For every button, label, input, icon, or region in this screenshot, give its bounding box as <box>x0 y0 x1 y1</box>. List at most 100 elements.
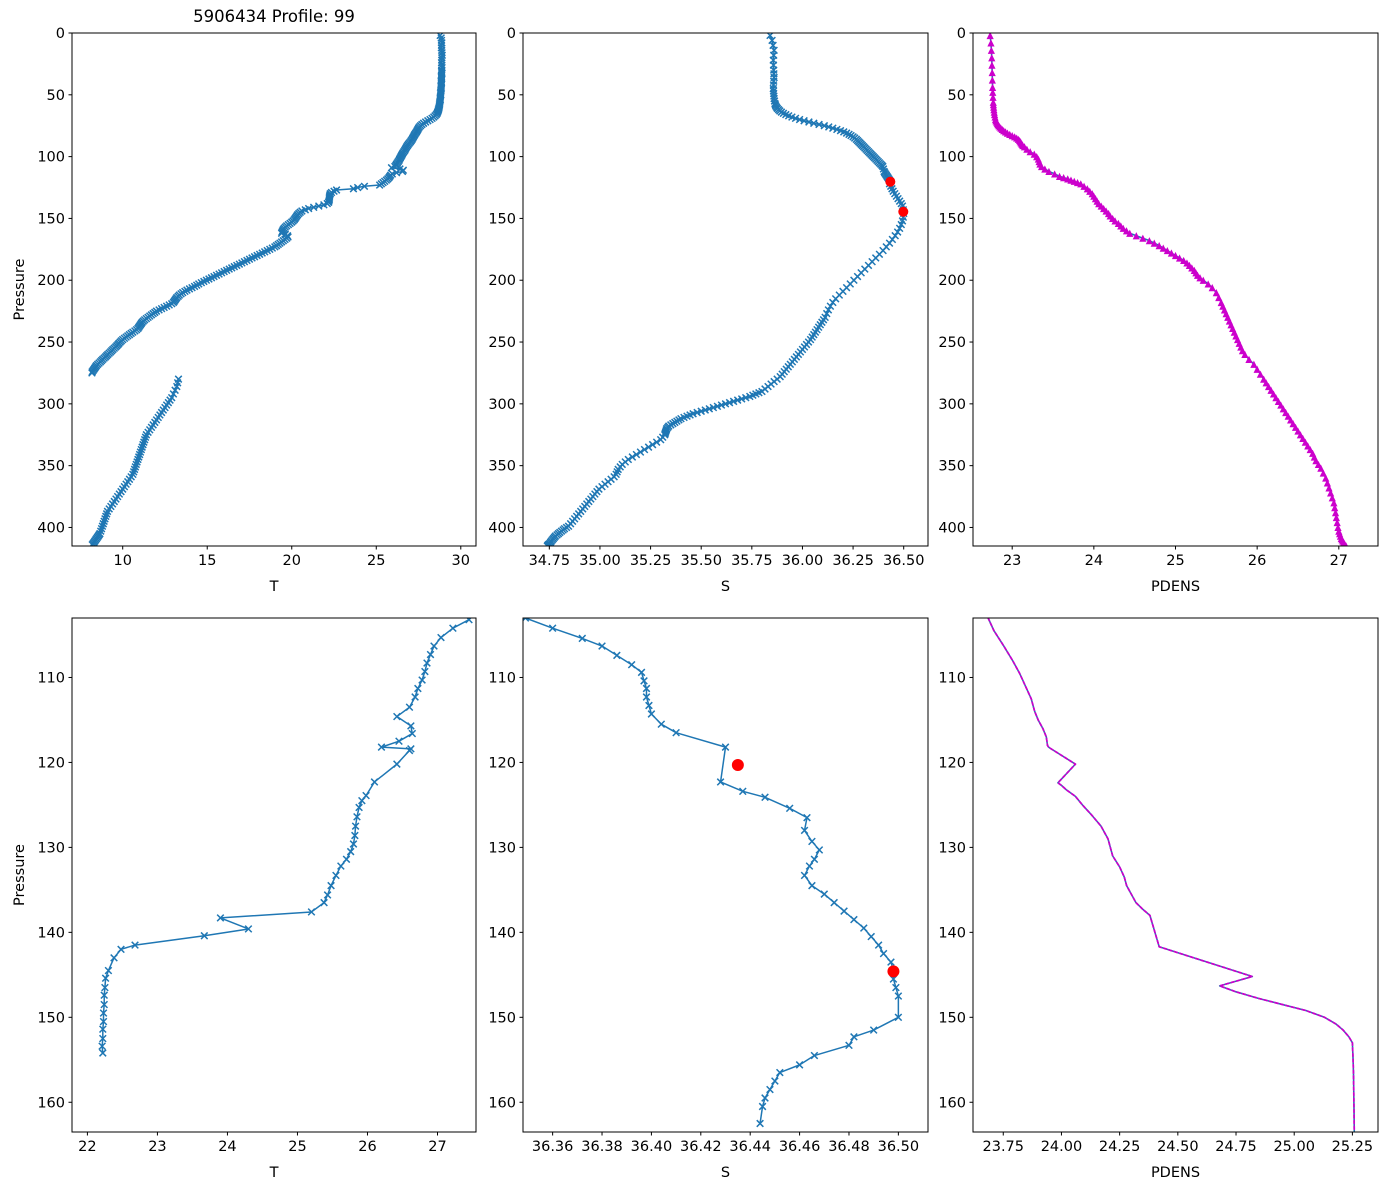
y-tick-label: 120 <box>488 755 516 771</box>
flagged-point[interactable] <box>731 758 744 771</box>
y-tick-label: 100 <box>938 150 966 166</box>
y-tick-label: 130 <box>488 840 516 856</box>
x-tick-label: 34.75 <box>529 553 571 569</box>
y-tick-label: 400 <box>938 520 966 536</box>
y-tick-label: 50 <box>948 88 966 104</box>
series-markers-T <box>98 618 473 1057</box>
x-tick-label: 25.25 <box>1332 1139 1374 1155</box>
panel-top-middle: 34.75 35.00 35.25 35.50 35.75 36.00 36.25 36.50… <box>470 0 940 600</box>
series-markers-S <box>523 618 903 1128</box>
x-tick-label: 27 <box>428 1139 446 1155</box>
y-tick-label: 300 <box>488 397 516 413</box>
y-tick-label: 50 <box>498 88 516 104</box>
panel-bottom-middle: 36.36 36.38 36.40 36.42 36.44 36.46 36.48 36.50… <box>470 600 940 1200</box>
x-tick-label: 25 <box>1166 553 1184 569</box>
x-axis-label: PDENS <box>1151 1165 1200 1181</box>
series-markers-S <box>543 33 908 546</box>
x-tick-label: 36.42 <box>680 1139 722 1155</box>
series-line-S <box>524 618 900 1125</box>
y-tick-label: 120 <box>37 755 65 771</box>
series-markers-PDENS <box>986 33 1348 546</box>
y-tick-label: 250 <box>938 335 966 351</box>
x-tick-label: 36.00 <box>782 553 824 569</box>
x-tick-label: 24.25 <box>1099 1139 1141 1155</box>
x-tick-label: 23 <box>148 1139 166 1155</box>
chart-top-right-pdens[interactable]: 23 24 25 26 27 0 50 100 150 200 250 300 350 400 PDENS <box>930 0 1400 600</box>
x-tick-label: 35.00 <box>579 553 621 569</box>
x-tick-label: 24.00 <box>1041 1139 1083 1155</box>
plot-area[interactable] <box>98 616 473 1057</box>
y-tick-label: 350 <box>37 459 65 475</box>
y-tick-label: 350 <box>488 459 516 475</box>
x-tick-label: 26 <box>1248 553 1266 569</box>
x-tick-label: 24.75 <box>1215 1139 1257 1155</box>
flagged-point[interactable] <box>885 176 896 187</box>
y-tick-label: 0 <box>507 26 516 42</box>
chart-top-left-temperature[interactable]: 10 15 20 25 30050100150200250300350400TPress… <box>0 0 480 600</box>
panel-bottom-left: 22 23 24 25 26 27 110 120 130 140 150 160 T Pressure <box>0 600 480 1200</box>
flagged-point[interactable] <box>887 965 900 978</box>
plot-background <box>523 33 928 546</box>
panel-top-left: 10 15 20 25 30 0 50 100 150 200 250 300 350 400 T Press… <box>0 0 480 600</box>
x-tick-label: 25 <box>288 1139 306 1155</box>
y-axis-label: Pressure <box>12 258 28 320</box>
series-line-T <box>101 618 470 1054</box>
axes-frame <box>522 32 929 547</box>
x-tick-label: 36.46 <box>779 1139 821 1155</box>
plot-background <box>72 618 476 1132</box>
chart-top-middle-salinity[interactable]: 34.75 35.00 35.25 35.50 35.75 36.00 36.25 36.50… <box>470 0 940 600</box>
chart-bottom-left-temperature-zoom[interactable]: 22 23 24 25 26 27 110 120 130 140 150 160 T Pressure <box>0 600 480 1200</box>
plot-area[interactable] <box>987 618 1356 1132</box>
y-tick-label: 200 <box>938 273 966 289</box>
series-markers-T-deep <box>88 375 183 546</box>
x-tick-label: 35.25 <box>630 553 672 569</box>
x-tick-label: 26 <box>358 1139 376 1155</box>
y-tick-label: 140 <box>37 925 65 941</box>
y-tick-label: 150 <box>938 211 966 227</box>
plot-area[interactable] <box>88 32 447 548</box>
flagged-point[interactable] <box>898 206 909 217</box>
plot-area[interactable] <box>522 615 903 1128</box>
x-tick-label: 36.44 <box>729 1139 771 1155</box>
y-tick-label: 140 <box>488 925 516 941</box>
y-tick-label: 130 <box>37 840 65 856</box>
plot-area[interactable] <box>543 32 909 549</box>
x-tick-label: 36.38 <box>581 1139 623 1155</box>
x-axis-label: T <box>269 579 279 595</box>
y-tick-label: 150 <box>488 211 516 227</box>
x-tick-label: 36.40 <box>631 1139 673 1155</box>
chart-bottom-middle-salinity-zoom[interactable]: 36.36 36.38 36.40 36.42 36.44 36.46 36.48 36.50… <box>470 600 940 1200</box>
x-axis-label: PDENS <box>1151 579 1200 595</box>
y-tick-label: 110 <box>488 670 516 686</box>
y-tick-label: 100 <box>37 150 65 166</box>
x-tick-label: 24.50 <box>1157 1139 1199 1155</box>
x-axis-label: T <box>269 1165 279 1181</box>
flagged-points[interactable] <box>731 758 900 978</box>
x-tick-label: 10 <box>113 553 131 569</box>
y-tick-label: 150 <box>37 211 65 227</box>
axes-frame <box>522 617 929 1133</box>
plot-background <box>973 33 1378 546</box>
y-tick-label: 130 <box>938 840 966 856</box>
x-tick-label: 36.48 <box>828 1139 870 1155</box>
axes-frame <box>972 617 1379 1133</box>
x-tick-label: 30 <box>452 553 470 569</box>
axes-frame <box>71 32 477 547</box>
x-tick-label: 35.75 <box>731 553 773 569</box>
y-tick-label: 250 <box>37 335 65 351</box>
x-tick-label: 25.00 <box>1273 1139 1315 1155</box>
plot-background <box>523 618 928 1132</box>
y-tick-label: 0 <box>56 26 65 42</box>
y-tick-label: 250 <box>488 335 516 351</box>
x-tick-label: 22 <box>78 1139 96 1155</box>
y-tick-label: 400 <box>37 520 65 536</box>
chart-bottom-right-pdens-zoom[interactable]: 23.75 24.00 24.25 24.50 24.75 25.00 25.25 110 12… <box>930 600 1400 1200</box>
plot-area[interactable] <box>986 32 1350 550</box>
flagged-points[interactable] <box>885 176 909 217</box>
y-tick-label: 200 <box>37 273 65 289</box>
series-markers-T <box>88 33 447 377</box>
x-tick-label: 24 <box>1085 553 1103 569</box>
y-tick-label: 140 <box>938 925 966 941</box>
y-tick-label: 300 <box>938 397 966 413</box>
y-tick-label: 400 <box>488 520 516 536</box>
